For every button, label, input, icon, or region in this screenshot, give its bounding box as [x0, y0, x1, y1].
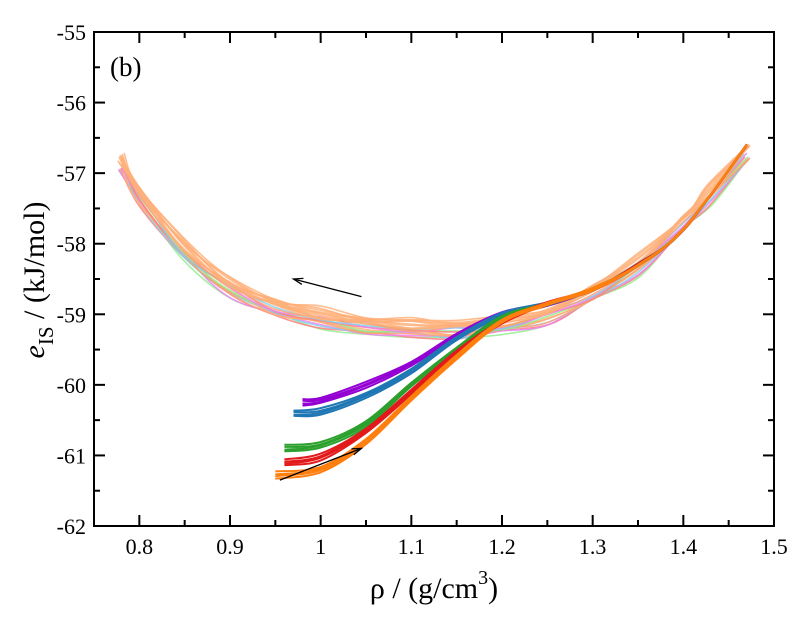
annotation-layer: [279, 277, 364, 481]
x-tick-label: 1.4: [670, 534, 698, 559]
panel-label: (b): [110, 52, 141, 82]
decompression-curve: [119, 145, 751, 324]
decompression-curve: [121, 153, 745, 331]
y-tick-label: -55: [57, 20, 86, 45]
compression-curve: [284, 144, 748, 463]
arrow-shaft: [279, 447, 362, 481]
compression-curve: [302, 144, 748, 403]
decompression-curve: [121, 146, 749, 327]
decompression-curve: [120, 149, 746, 333]
y-tick-label: -61: [57, 443, 86, 468]
y-tick-label: -58: [57, 232, 86, 257]
decompression-curve: [123, 147, 748, 325]
x-tick-label: 1.1: [398, 534, 426, 559]
compression-curve: [293, 143, 748, 414]
decompression-curve: [121, 143, 750, 322]
compression-curve: [302, 144, 748, 405]
y-tick-label: -56: [57, 91, 86, 116]
compression-curve: [275, 144, 748, 473]
compression-curve: [284, 144, 748, 467]
decompression-curve: [119, 147, 747, 327]
tick-layer: 0.8 0.9 1 1.1 1.2 1.3 1.4 1.5 -62 -61 -60 -59 -58 -57…: [57, 20, 788, 559]
compression-curve: [284, 144, 748, 465]
arrow-shaft: [293, 278, 362, 298]
y-tick-label: -62: [57, 514, 86, 539]
compression-curve: [284, 143, 748, 453]
plot-frame: [93, 31, 775, 527]
x-tick-label: 1: [315, 534, 326, 559]
x-tick-label: 0.9: [216, 534, 244, 559]
decompression-curve: [117, 145, 749, 329]
arrow-head: [351, 447, 364, 456]
y-axis-title: eIS / (kJ/mol): [18, 201, 58, 358]
x-axis-title: ρ / (g/cm3): [370, 567, 498, 605]
decompression-curve: [120, 148, 745, 330]
x-tick-label: 1.5: [760, 534, 788, 559]
x-tick-label: 1.3: [579, 534, 607, 559]
y-tick-label: -57: [57, 161, 86, 186]
decompression-curve: [118, 148, 747, 330]
compression-curve: [293, 144, 748, 416]
y-tick-label: -60: [57, 373, 86, 398]
decompression-curve: [119, 146, 750, 326]
y-tick-label: -59: [57, 302, 86, 327]
compression-curve: [302, 145, 748, 401]
decompression-curve: [118, 145, 750, 327]
compression-curve: [293, 144, 748, 412]
arrow-head: [291, 277, 304, 285]
compression-curve: [302, 144, 748, 407]
compression-curve: [284, 143, 748, 461]
series-layer: [117, 143, 751, 480]
x-tick-label: 0.8: [126, 534, 154, 559]
compression-curve: [293, 144, 748, 418]
x-tick-label: 1.2: [488, 534, 516, 559]
